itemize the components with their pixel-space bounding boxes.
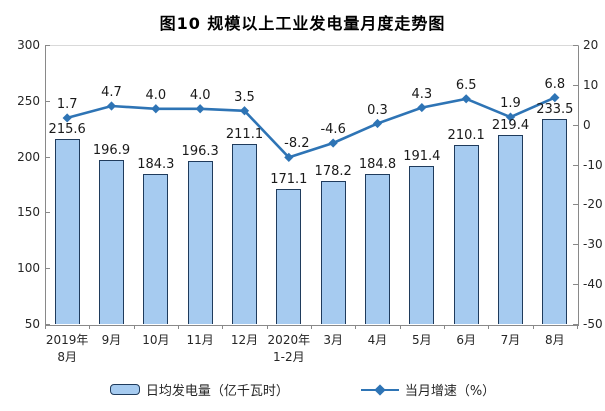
line-point-label: 4.0	[145, 87, 167, 103]
x-axis-category-label: 10月	[142, 333, 170, 347]
x-axis-tickmark	[444, 325, 445, 329]
y-axis-tickmark-right	[573, 164, 578, 166]
line-point-label: 4.0	[189, 87, 211, 103]
y-axis-tick-label-left: 100	[17, 261, 40, 276]
bar-value-label: 211.1	[225, 127, 264, 143]
y-axis-tickmark-right	[573, 244, 578, 246]
line-series-swatch-icon	[360, 383, 399, 396]
y-axis-tickmark-left	[45, 212, 50, 214]
y-axis-tick-label-left: 300	[17, 38, 40, 52]
legend-line-series-label: 当月增速（%）	[404, 384, 496, 399]
line-point-label: -4.6	[320, 122, 346, 138]
bar-value-label: 196.9	[92, 143, 131, 159]
y-axis-tickmark-left	[45, 156, 50, 158]
y-axis-tick-label-right: 10	[583, 77, 599, 92]
y-axis-tickmark-left	[45, 45, 50, 46]
line-point-label: -8.2	[284, 136, 310, 152]
y-axis-tickmark-right	[573, 204, 578, 206]
bar	[320, 180, 346, 324]
x-axis-category-label: 7月	[500, 333, 521, 347]
line-point-label: 0.3	[367, 102, 388, 118]
bar-series-swatch-icon	[109, 384, 140, 395]
bar-value-label: 171.1	[270, 171, 308, 187]
x-axis-category-label: 2019年 8月	[45, 333, 89, 365]
legend-item-bar-series: 日均发电量（亿千瓦时）	[109, 380, 289, 399]
line-point-label: 4.3	[411, 86, 433, 102]
bar	[232, 144, 257, 324]
bar	[498, 134, 523, 324]
legend-item-line-series: 当月增速（%）	[360, 380, 496, 399]
bar-value-label: 196.3	[181, 143, 219, 159]
x-axis-category-label: 8月	[545, 333, 565, 347]
x-axis-category-label: 5月	[412, 333, 432, 347]
y-axis-tickmark-right	[573, 45, 578, 46]
y-axis-tick-label-right: -10	[583, 157, 603, 172]
y-axis-tick-label-right: 20	[583, 38, 599, 52]
bar	[409, 166, 435, 324]
bar-value-label: 178.2	[314, 163, 352, 179]
x-axis-category-label: 11月	[186, 333, 214, 347]
x-axis-tickmark	[399, 325, 401, 329]
y-axis-tickmark-right	[573, 84, 578, 86]
bar-value-label: 215.6	[48, 122, 86, 138]
y-axis-tickmark-left	[45, 100, 50, 102]
legend: 日均发电量（亿千瓦时） 当月增速（%）	[0, 380, 605, 399]
x-axis-tickmark	[45, 325, 46, 329]
y-axis-tick-label-left: 200	[17, 149, 40, 164]
x-axis-category-label: 2020年 1-2月	[267, 333, 311, 365]
line-point-label: 4.7	[101, 84, 122, 100]
line-point-label: 3.5	[234, 89, 255, 105]
x-axis-category-label: 4月	[367, 333, 388, 347]
y-axis-tick-label-right: -20	[583, 197, 603, 212]
line-point-label: 1.9	[500, 96, 521, 112]
x-axis-tickmark	[311, 325, 312, 329]
x-axis-tickmark	[222, 325, 224, 329]
line-point-label: 1.7	[56, 96, 78, 112]
y-axis-tickmark-right	[573, 324, 578, 325]
y-axis-tick-label-left: 150	[17, 205, 40, 220]
chart-title: 图10 规模以上工业发电量月度走势图	[159, 14, 446, 33]
bar	[542, 119, 568, 324]
bar-value-label: 184.8	[358, 156, 397, 172]
bar-value-label: 219.4	[491, 117, 530, 133]
line-point-label: 6.8	[544, 76, 566, 92]
line-point-label: 6.5	[455, 77, 477, 93]
bar	[276, 188, 302, 324]
legend-bar-series-label: 日均发电量（亿千瓦时）	[145, 384, 289, 399]
x-axis-category-label: 6月	[456, 333, 476, 347]
x-axis-tickmark	[133, 325, 135, 329]
y-axis-tickmark-left	[45, 324, 50, 325]
x-axis-category-label: 3月	[323, 333, 343, 347]
bar	[54, 139, 80, 324]
x-axis-tickmark	[266, 325, 268, 329]
x-axis-tickmark	[178, 325, 179, 329]
x-axis-tickmark	[532, 325, 534, 329]
bar-value-label: 233.5	[536, 102, 574, 118]
y-axis-tickmark-right	[573, 124, 578, 126]
bar-value-label: 184.3	[137, 157, 175, 173]
bar	[99, 160, 124, 324]
y-axis-tick-label-right: 0	[583, 117, 591, 132]
bar-value-label: 210.1	[447, 128, 485, 144]
y-axis-tick-label-right: -50	[583, 317, 603, 331]
y-axis-tick-label-right: -30	[583, 237, 603, 252]
x-axis-tickmark	[577, 325, 578, 329]
y-axis-tick-label-left: 50	[24, 317, 40, 331]
y-axis-tick-label-left: 250	[17, 93, 40, 108]
bar	[143, 174, 169, 324]
x-axis-category-label: 12月	[230, 333, 259, 347]
x-axis-category-label: 9月	[101, 333, 122, 347]
x-axis-tickmark	[89, 325, 91, 329]
plot-area	[45, 45, 579, 326]
y-axis-tick-label-right: -40	[583, 277, 603, 292]
x-axis-tickmark	[488, 325, 490, 329]
bar	[187, 160, 213, 324]
y-axis-tickmark-left	[45, 268, 50, 270]
bar	[365, 173, 390, 324]
y-axis-tickmark-right	[573, 284, 578, 286]
x-axis-tickmark	[355, 325, 357, 329]
bar	[453, 145, 479, 324]
bar-value-label: 191.4	[403, 149, 441, 165]
